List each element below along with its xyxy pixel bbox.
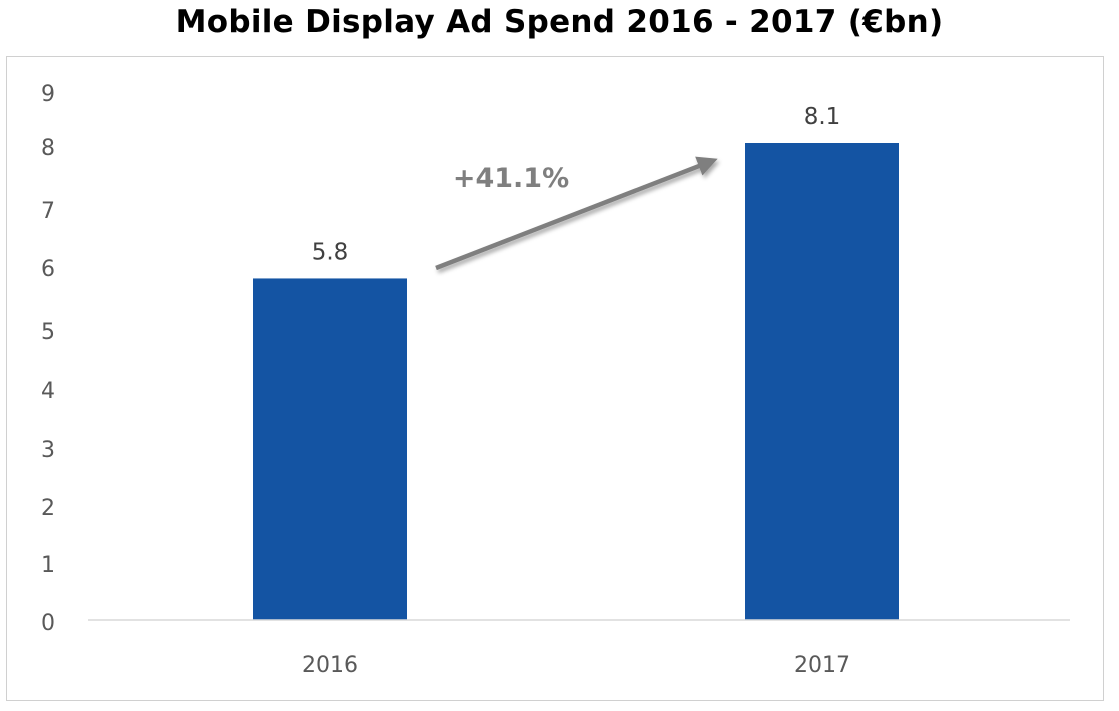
y-tick-label: 8 xyxy=(41,136,55,161)
y-axis-ticks: 0 1 2 3 4 5 6 7 8 9 xyxy=(41,82,55,636)
y-tick-label: 7 xyxy=(41,199,55,224)
y-tick-label: 5 xyxy=(41,320,55,345)
data-label-2016: 5.8 xyxy=(312,239,349,265)
data-label-2017: 8.1 xyxy=(804,104,841,130)
y-tick-label: 6 xyxy=(41,257,55,282)
y-tick-label: 1 xyxy=(41,553,55,578)
x-tick-label: 2016 xyxy=(302,653,358,678)
bar-2017 xyxy=(745,143,899,620)
chart-title: Mobile Display Ad Spend 2016 - 2017 (€bn… xyxy=(175,4,944,40)
y-tick-label: 2 xyxy=(41,496,55,521)
y-tick-label: 0 xyxy=(41,611,55,636)
plot-frame xyxy=(6,56,1104,701)
y-tick-label: 3 xyxy=(41,438,55,463)
bars xyxy=(253,143,899,620)
growth-label: +41.1% xyxy=(453,163,569,194)
growth-annotation: +41.1% xyxy=(435,156,718,271)
y-tick-label: 4 xyxy=(41,379,55,404)
y-tick-label: 9 xyxy=(41,82,55,107)
x-axis-ticks: 2016 2017 xyxy=(302,653,850,678)
bar-2016 xyxy=(253,278,407,620)
data-labels: 5.8 8.1 xyxy=(312,104,841,265)
x-tick-label: 2017 xyxy=(794,653,850,678)
growth-arrow xyxy=(435,156,718,271)
